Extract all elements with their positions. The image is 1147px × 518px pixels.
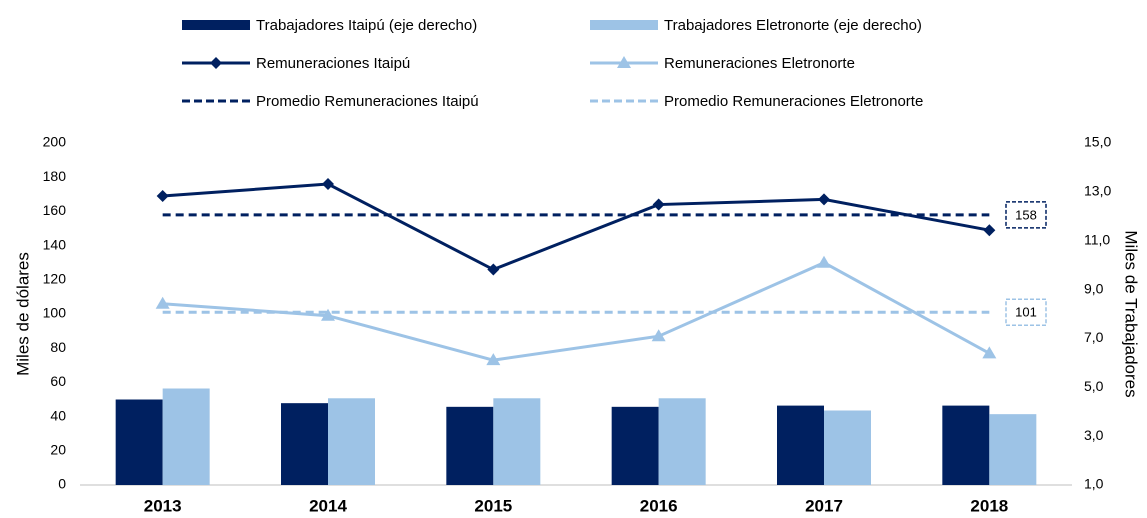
legend-label: Trabajadores Itaipú (eje derecho) bbox=[256, 17, 477, 34]
bar bbox=[989, 414, 1037, 485]
point bbox=[322, 178, 334, 191]
legend-swatch bbox=[182, 20, 250, 30]
point bbox=[487, 263, 500, 276]
value-label-box bbox=[1005, 298, 1047, 327]
point bbox=[983, 224, 996, 237]
y-tick-label: 40 bbox=[50, 407, 66, 423]
line bbox=[162, 182, 990, 272]
bar bbox=[824, 410, 871, 485]
legend-label: Remuneraciones Eletronorte bbox=[664, 55, 855, 72]
bar bbox=[658, 398, 706, 485]
point bbox=[982, 346, 997, 359]
legend-label: Promedio Remuneraciones Itaipú bbox=[256, 93, 479, 110]
bar bbox=[611, 406, 659, 485]
legend-marker bbox=[210, 57, 222, 69]
point bbox=[652, 198, 665, 211]
y-tick-label: 160 bbox=[43, 202, 67, 218]
y-tick-label: 80 bbox=[50, 339, 66, 355]
x-tick-label: 2014 bbox=[309, 496, 347, 515]
y2-tick-label: 5,0 bbox=[1084, 378, 1104, 394]
legend-label: Promedio Remuneraciones Eletronorte bbox=[664, 93, 923, 110]
point bbox=[817, 255, 831, 268]
y2-tick-label: 3,0 bbox=[1084, 427, 1104, 443]
y-tick-label: 120 bbox=[43, 271, 67, 287]
y-tick-label: 60 bbox=[50, 373, 66, 389]
bar bbox=[281, 403, 328, 485]
y2-tick-label: 15,0 bbox=[1084, 134, 1111, 150]
x-tick-label: 2013 bbox=[144, 496, 182, 515]
point bbox=[321, 308, 335, 321]
x-tick-label: 2018 bbox=[970, 496, 1008, 515]
bar bbox=[446, 406, 494, 485]
value-label: 101 bbox=[1015, 305, 1037, 320]
bar bbox=[777, 405, 824, 485]
bar bbox=[493, 398, 541, 485]
bar bbox=[328, 398, 375, 485]
y-tick-label: 20 bbox=[50, 442, 66, 458]
y2-axis-title: Miles de Trabajadores bbox=[1122, 230, 1141, 397]
point bbox=[155, 296, 170, 309]
y-tick-label: 200 bbox=[43, 134, 67, 150]
value-label-box bbox=[1005, 201, 1047, 229]
bar bbox=[115, 399, 163, 485]
x-tick-label: 2015 bbox=[474, 496, 512, 515]
y-tick-label: 180 bbox=[43, 168, 67, 184]
bar bbox=[942, 405, 990, 485]
legend-label: Trabajadores Eletronorte (eje derecho) bbox=[664, 17, 922, 34]
point bbox=[486, 353, 501, 366]
y2-tick-label: 13,0 bbox=[1084, 183, 1111, 199]
legend-swatch bbox=[590, 20, 658, 30]
y2-tick-label: 7,0 bbox=[1084, 329, 1104, 345]
value-label: 158 bbox=[1015, 207, 1037, 222]
y-tick-label: 100 bbox=[43, 305, 67, 321]
point bbox=[156, 190, 169, 203]
y-tick-label: 140 bbox=[43, 236, 67, 252]
y-axis-title: Miles de dólares bbox=[13, 252, 32, 376]
y2-tick-label: 9,0 bbox=[1084, 280, 1104, 296]
y2-tick-label: 1,0 bbox=[1084, 476, 1104, 492]
x-tick-label: 2016 bbox=[640, 496, 678, 515]
x-tick-label: 2017 bbox=[805, 496, 843, 515]
point bbox=[651, 329, 666, 342]
bar bbox=[162, 388, 210, 485]
y-tick-label: 0 bbox=[58, 476, 66, 492]
legend-marker bbox=[617, 56, 631, 68]
point bbox=[818, 193, 830, 206]
y2-tick-label: 11,0 bbox=[1084, 231, 1110, 247]
legend-label: Remuneraciones Itaipú bbox=[256, 55, 410, 72]
